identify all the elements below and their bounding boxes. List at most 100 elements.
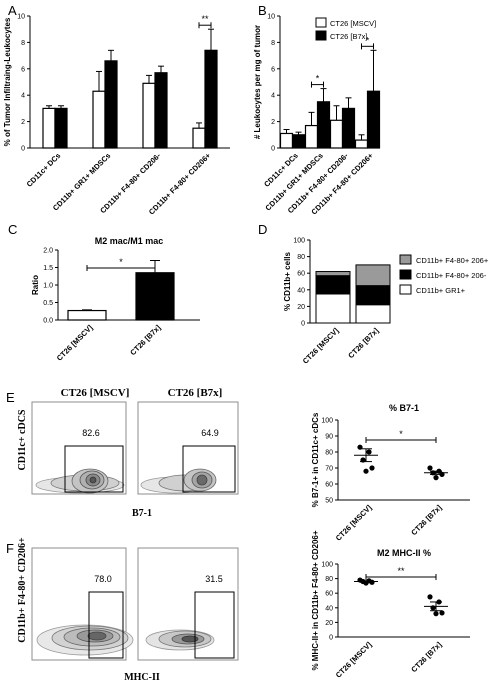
gate-value-e-b7x: 64.9 [201, 428, 219, 438]
legend-d-swatch-2 [399, 284, 412, 295]
point-e-g0-4 [363, 468, 369, 474]
bar-d-c0-s1 [315, 275, 351, 295]
chart-a-ytick-label-2: 4 [21, 93, 25, 100]
chart-f-title: M2 MHC-II % [377, 548, 431, 558]
chart-b-ytick-label-1: 2 [271, 119, 275, 126]
chart-a-ytick-label-4: 8 [21, 40, 25, 47]
panel-f-letter: F [6, 541, 14, 556]
chart-d-ytick-label-5: 100 [293, 238, 305, 245]
legend-b-swatch-1 [315, 30, 327, 41]
chart-c: 0.0 0.5 1.0 1.5 2.0 Ratio M2 mac/M1 mac CT26 [M… [31, 236, 200, 363]
panel-d-letter: D [258, 222, 267, 237]
bar-a-s1-c1 [104, 60, 118, 149]
chart-d-ytick-label-3: 60 [297, 271, 305, 278]
sig-a-label-0: ** [201, 14, 209, 24]
bar-a-s1-c0 [54, 107, 68, 149]
bar-b-s1-c0 [291, 134, 306, 149]
chart-b-y-axis-title: # Leukocytes per mg of tumor [253, 25, 262, 139]
flow-f-ylabel: CD11b+ F4-80+ CD206+ [17, 537, 28, 643]
chart-c-y-axis-title: Ratio [31, 275, 40, 295]
flow-plot-f-mscv [31, 547, 127, 661]
chart-f-ytick-label-1: 20 [325, 620, 333, 627]
gate-value-f-mscv: 78.0 [94, 574, 112, 584]
chart-a-ytick-label-3: 6 [21, 66, 25, 73]
bar-b-s1-c3 [366, 90, 381, 149]
chart-c-ytick-label-0: 0.0 [43, 318, 53, 325]
chart-b-ytick-label-5: 10 [267, 14, 275, 21]
bar-d-c0-s0 [315, 293, 351, 324]
legend-b-label-0: CT26 [MSCV] [330, 19, 376, 28]
chart-e: 50 60 70 80 90 100% B7-1+ in CD11c+ cDCs % B7-… [311, 403, 470, 543]
chart-e-ytick-label-2: 70 [325, 466, 333, 473]
legend-d-swatch-1 [399, 269, 412, 280]
sig-f-label: ** [397, 566, 405, 576]
chart-c-ytick-label-3: 1.5 [43, 265, 53, 272]
chart-e-title: % B7-1 [389, 403, 419, 413]
flow-plots-e: CT26 [MSCV] CT26 [B7x] CD11c+ cDCS B7-1 … [17, 387, 239, 519]
gate-f-b7x [194, 591, 235, 659]
sig-c-label: * [119, 257, 123, 267]
chart-d: 0 20 40 60 80 100% CD11b+ cells CT26 [MSCV] CT2… [283, 238, 489, 366]
legend-b-swatch-0 [315, 17, 327, 28]
point-f-g1-0 [427, 594, 433, 600]
chart-a-xtick-label-0: CD11c+ DCs [25, 151, 63, 189]
legend-d-label-1: CD11b+ F4-80+ 206- [416, 271, 487, 280]
chart-c-ytick-label-2: 1.0 [43, 283, 53, 290]
bar-a-s0-c2 [142, 82, 156, 149]
bar-a-s1-c2 [154, 72, 168, 149]
flow-density-e-mscv [35, 468, 125, 494]
chart-e-xtick-label-0: CT26 [MSCV] [334, 503, 374, 543]
legend-d-label-0: CD11b+ F4-80+ 206+ [416, 256, 489, 265]
sig-e-label: * [399, 429, 403, 439]
point-e-g0-1 [366, 449, 372, 455]
panel-a-letter: A [8, 3, 17, 18]
chart-f-ytick-label-4: 80 [325, 576, 333, 583]
chart-b-ytick-label-4: 8 [271, 40, 275, 47]
point-f-g1-3 [439, 610, 445, 616]
chart-d-ytick-label-2: 40 [297, 287, 305, 294]
gate-f-mscv [88, 591, 124, 659]
chart-d-xtick-label-0: CT26 [MSCV] [301, 326, 341, 366]
chart-f-y-axis-title: % MHC-II+ in CD11b+ F4-80+ CD206+ [311, 530, 320, 670]
chart-e-xtick-label-1: CT26 [B7x] [409, 503, 443, 537]
bar-d-c0-s2 [315, 271, 351, 277]
flow-e-ylabel: CD11c+ cDCS [17, 409, 28, 470]
chart-e-ytick-label-3: 80 [325, 450, 333, 457]
chart-c-xtick-label-0: CT26 [MSCV] [55, 323, 95, 363]
point-e-g0-3 [369, 465, 375, 471]
bar-b-s1-c2 [341, 107, 356, 149]
flow-f-xlabel: MHC-II [124, 672, 160, 683]
panel-e-letter: E [6, 390, 15, 405]
chart-e-ytick-label-1: 60 [325, 482, 333, 489]
sig-b-label-1: * [366, 35, 370, 45]
chart-d-ytick-label-1: 20 [297, 304, 305, 311]
chart-d-xtick-label-1: CT26 [B7x] [346, 326, 380, 360]
chart-f-xtick-label-0: CT26 [MSCV] [334, 640, 374, 680]
chart-e-ytick-label-4: 90 [325, 434, 333, 441]
chart-a: 0 2 4 6 8 10 % of Tumor Infiltraing-Leukocytes… [3, 14, 230, 217]
bar-a-s0-c3 [192, 127, 206, 149]
flow-header-mscv: CT26 [MSCV] [61, 387, 130, 399]
flow-density-f-b7x [145, 629, 215, 651]
legend-b-label-1: CT26 [B7x] [330, 32, 368, 41]
flow-plot-e-mscv [31, 401, 127, 495]
chart-a-ytick-label-1: 2 [21, 119, 25, 126]
chart-f-ytick-label-2: 40 [325, 605, 333, 612]
chart-f: 0 20 40 60 80 100% MHC-II+ in CD11b+ F4-80+ C… [311, 530, 470, 680]
chart-f-ytick-label-0: 0 [329, 635, 333, 642]
chart-f-xtick-label-1: CT26 [B7x] [409, 640, 443, 674]
chart-b-ytick-label-2: 4 [271, 93, 275, 100]
chart-f-ytick-label-3: 60 [325, 591, 333, 598]
chart-f-ytick-label-5: 100 [321, 562, 333, 569]
chart-d-y-axis-title: % CD11b+ cells [283, 251, 292, 310]
bar-b-s0-c2 [329, 119, 344, 149]
gate-value-e-mscv: 82.6 [82, 428, 100, 438]
gate-value-f-b7x: 31.5 [205, 574, 223, 584]
bar-a-s0-c0 [42, 107, 56, 149]
flow-e-xlabel: B7-1 [132, 508, 152, 519]
chart-e-y-axis-title: % B7-1+ in CD11c+ cDCs [311, 412, 320, 507]
chart-b-ytick-label-3: 6 [271, 66, 275, 73]
gate-e-mscv [64, 445, 124, 493]
chart-a-ytick-label-0: 0 [21, 146, 25, 153]
chart-c-title: M2 mac/M1 mac [95, 236, 164, 246]
